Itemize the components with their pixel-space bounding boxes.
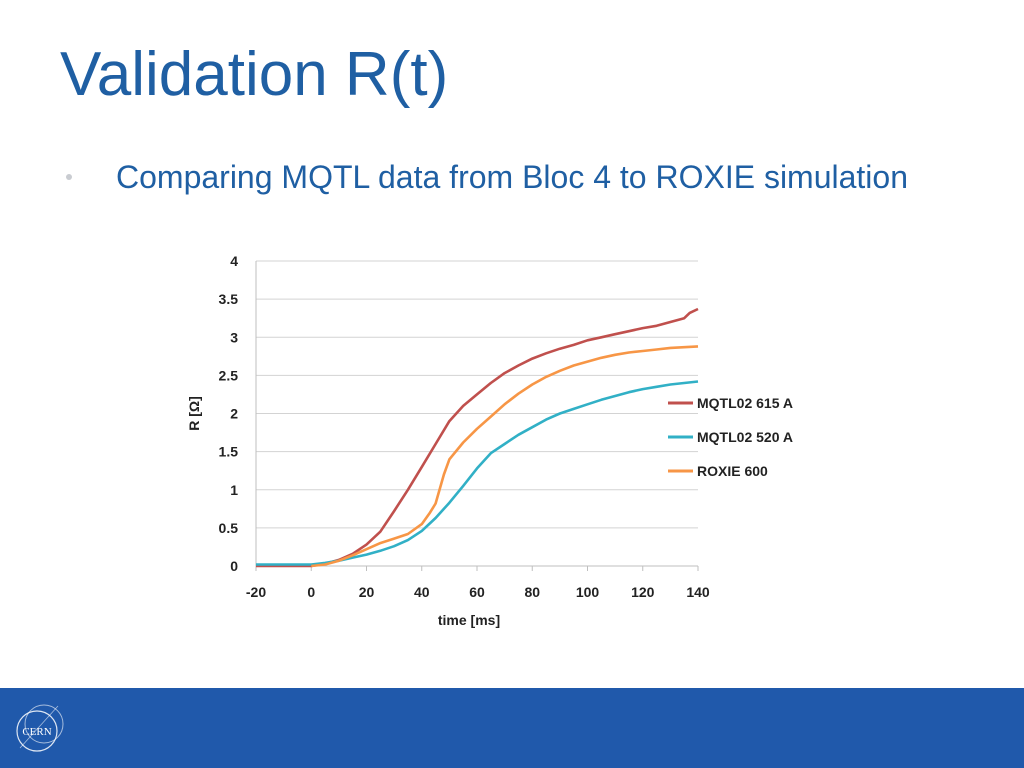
x-tick-label: 40 bbox=[414, 584, 430, 600]
y-tick-label: 0.5 bbox=[219, 520, 239, 536]
y-tick-labels: 0 0.5 1 1.5 2 2.5 3 3.5 4 bbox=[219, 253, 239, 574]
cern-logo-icon: CERN bbox=[16, 704, 64, 752]
legend-label: MQTL02 520 A bbox=[697, 429, 793, 445]
y-tick-label: 3.5 bbox=[219, 291, 239, 307]
y-tick-label: 3 bbox=[230, 329, 238, 345]
series-line bbox=[256, 307, 699, 568]
y-tick-label: 2.5 bbox=[219, 367, 239, 383]
footer-bar: CERN bbox=[0, 688, 1024, 768]
series-line bbox=[311, 345, 699, 568]
x-tick-label: 20 bbox=[359, 584, 375, 600]
chart-series bbox=[256, 307, 699, 568]
legend-label: ROXIE 600 bbox=[697, 463, 768, 479]
resistance-time-chart: 00.511.522.533.54 -20 0 20 40 60 80 100 120 140 … bbox=[186, 253, 793, 628]
x-tick-label: 140 bbox=[686, 584, 710, 600]
x-tick-labels: -20 0 20 40 60 80 100 120 140 bbox=[246, 584, 710, 600]
x-tick-label: 80 bbox=[524, 584, 540, 600]
bullet-item: Comparing MQTL data from Bloc 4 to ROXIE… bbox=[66, 157, 908, 197]
slide-title: Validation R(t) bbox=[60, 40, 449, 109]
y-tick-label: 1.5 bbox=[219, 444, 239, 460]
legend-label: MQTL02 615 A bbox=[697, 395, 793, 411]
y-tick-label: 1 bbox=[230, 482, 238, 498]
x-axis-label: time [ms] bbox=[438, 612, 500, 628]
y-tick-label: 2 bbox=[230, 406, 238, 422]
x-tick-label: 0 bbox=[307, 584, 315, 600]
x-tick-label: 60 bbox=[469, 584, 485, 600]
chart-axes bbox=[255, 261, 699, 571]
y-tick-label: 4 bbox=[230, 253, 238, 269]
chart-grid bbox=[256, 260, 698, 529]
x-tick-label: -20 bbox=[246, 584, 266, 600]
y-axis-label: R [Ω] bbox=[186, 396, 202, 431]
y-tick-label: 0 bbox=[230, 558, 238, 574]
series-line bbox=[256, 380, 699, 566]
chart-legend: MQTL02 615 A MQTL02 520 A ROXIE 600 bbox=[668, 395, 793, 479]
x-tick-label: 120 bbox=[631, 584, 655, 600]
bullet-text: Comparing MQTL data from Bloc 4 to ROXIE… bbox=[116, 158, 908, 195]
x-tick-label: 100 bbox=[576, 584, 600, 600]
bullet-dot-icon bbox=[66, 174, 72, 180]
cern-logo-text: CERN bbox=[22, 726, 51, 738]
